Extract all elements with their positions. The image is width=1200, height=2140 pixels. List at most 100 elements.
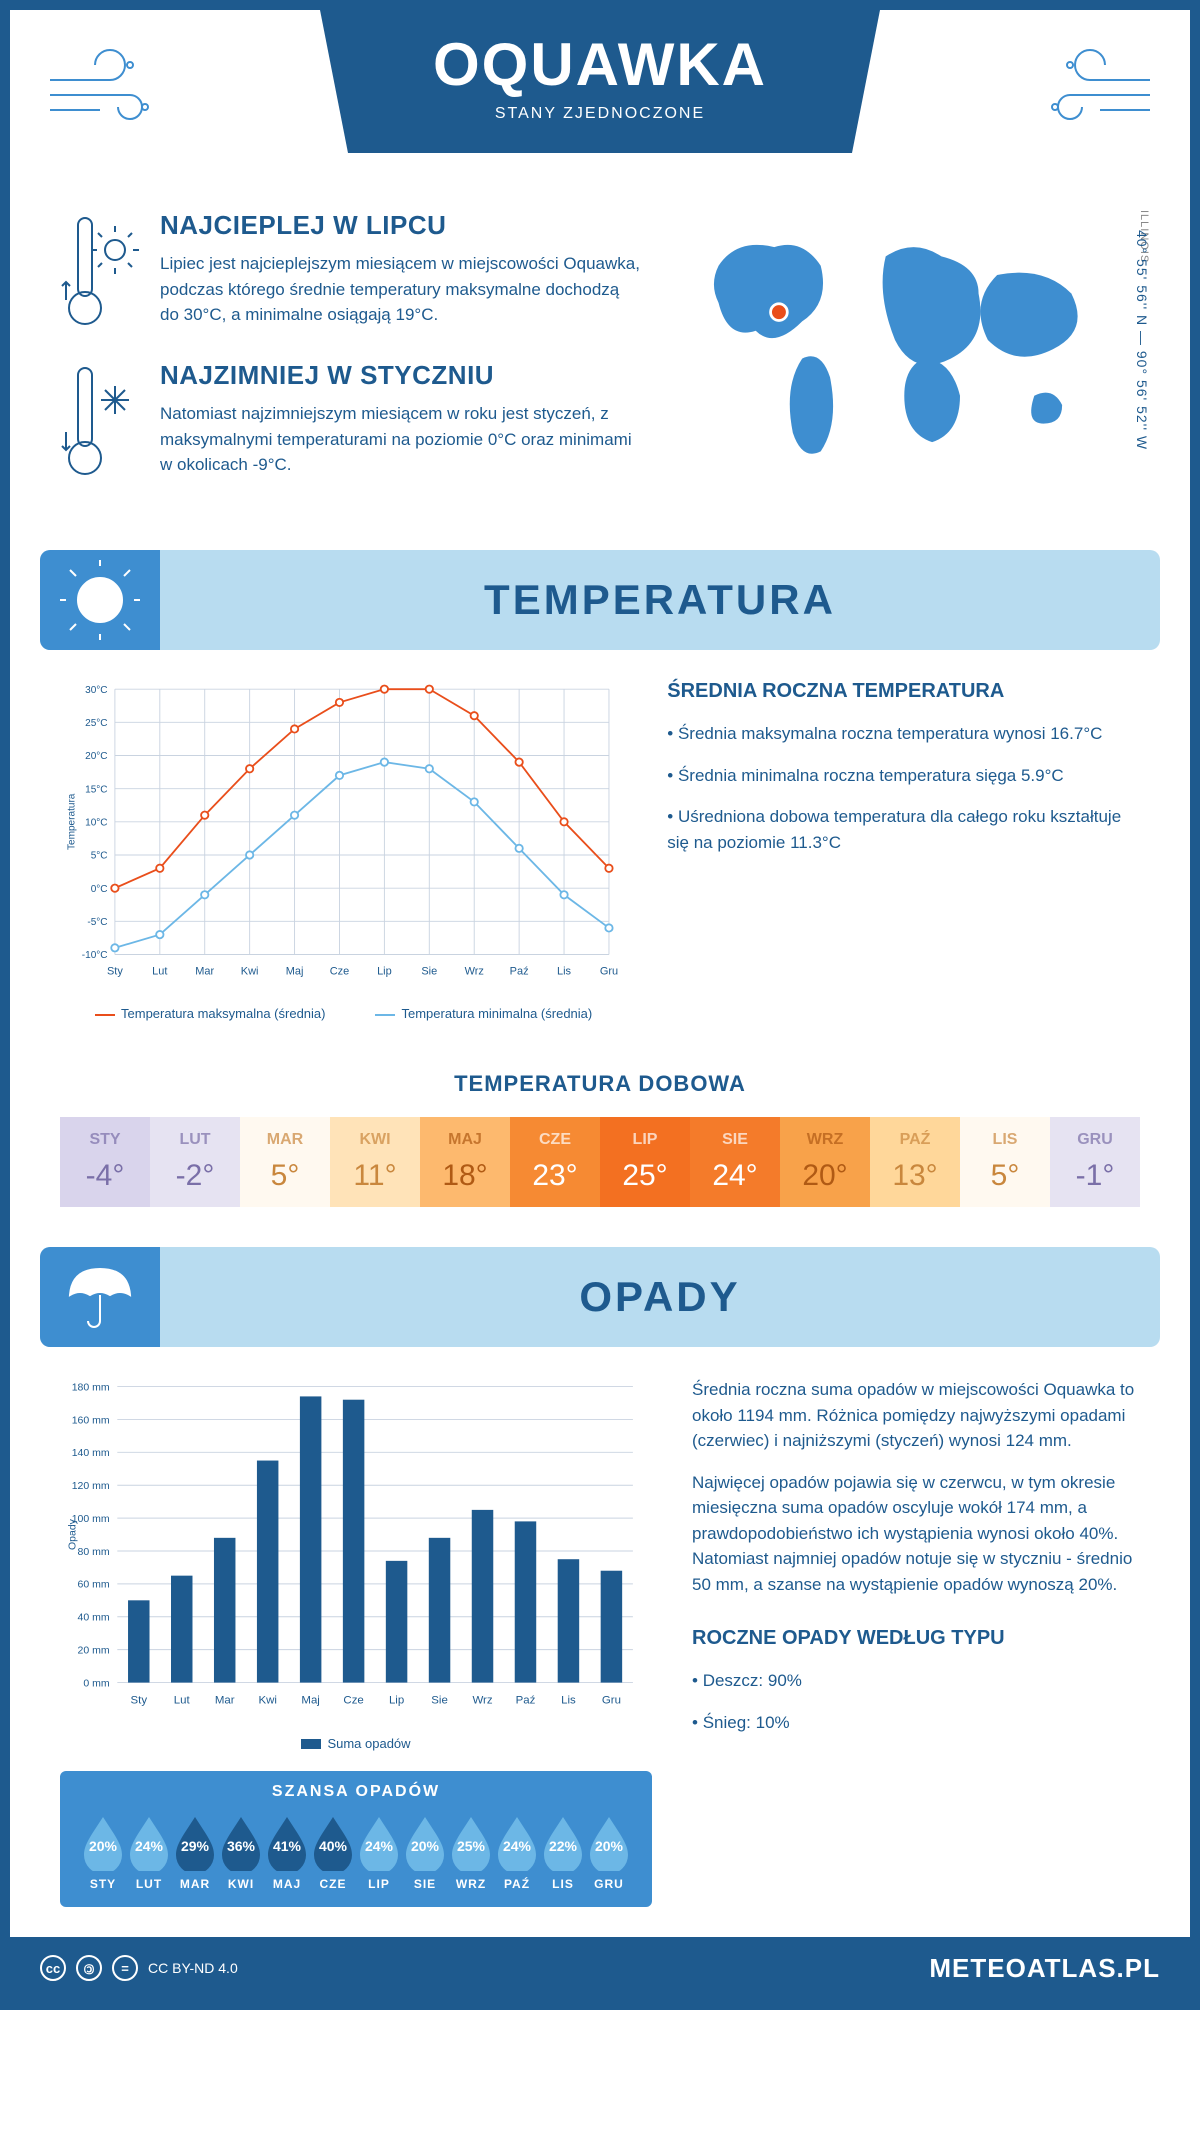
svg-text:20 mm: 20 mm xyxy=(78,1645,110,1657)
chance-month-label: STY xyxy=(80,1877,126,1891)
precipitation-chance-box: SZANSA OPADÓW 20% STY 24% LUT 29% MAR 36… xyxy=(60,1771,652,1907)
svg-text:Sty: Sty xyxy=(131,1695,148,1707)
chance-month-label: SIE xyxy=(402,1877,448,1891)
chance-month-label: CZE xyxy=(310,1877,356,1891)
svg-text:Sie: Sie xyxy=(431,1695,448,1707)
raindrop-icon: 29% xyxy=(172,1815,218,1871)
svg-text:Cze: Cze xyxy=(343,1695,363,1707)
daily-temp-table: STY-4°LUT-2°MAR5°KWI11°MAJ18°CZE23°LIP25… xyxy=(60,1117,1140,1207)
thermometer-hot-icon xyxy=(60,210,140,330)
precipitation-content: 0 mm20 mm40 mm60 mm80 mm100 mm120 mm140 … xyxy=(10,1347,1190,1937)
precipitation-bar-chart: 0 mm20 mm40 mm60 mm80 mm100 mm120 mm140 … xyxy=(60,1377,652,1721)
daily-temp-cell: STY-4° xyxy=(60,1117,150,1207)
chance-month-label: PAŹ xyxy=(494,1877,540,1891)
license-text: CC BY-ND 4.0 xyxy=(148,1960,238,1976)
svg-text:Paź: Paź xyxy=(510,966,529,978)
raindrop-icon: 20% xyxy=(80,1815,126,1871)
svg-text:Gru: Gru xyxy=(600,966,618,978)
svg-text:Maj: Maj xyxy=(286,966,304,978)
chance-item: 20% SIE xyxy=(402,1815,448,1891)
svg-text:Mar: Mar xyxy=(215,1695,235,1707)
raindrop-icon: 24% xyxy=(494,1815,540,1871)
daily-temp-value: 5° xyxy=(240,1159,330,1193)
chance-percent: 22% xyxy=(549,1838,577,1854)
coldest-text: Natomiast najzimniejszym miesiącem w rok… xyxy=(160,401,640,478)
chance-item: 22% LIS xyxy=(540,1815,586,1891)
daily-temp-cell: CZE23° xyxy=(510,1117,600,1207)
chance-percent: 41% xyxy=(273,1838,301,1854)
svg-text:180 mm: 180 mm xyxy=(72,1381,110,1393)
temperature-title: TEMPERATURA xyxy=(160,576,1160,624)
svg-text:Lis: Lis xyxy=(557,966,572,978)
chance-item: 29% MAR xyxy=(172,1815,218,1891)
annual-bullet: Średnia minimalna roczna temperatura się… xyxy=(667,763,1140,789)
raindrop-icon: 40% xyxy=(310,1815,356,1871)
chance-item: 41% MAJ xyxy=(264,1815,310,1891)
svg-text:Opady: Opady xyxy=(66,1518,78,1550)
chance-percent: 24% xyxy=(503,1838,531,1854)
svg-text:10°C: 10°C xyxy=(85,817,107,828)
raindrop-icon: 25% xyxy=(448,1815,494,1871)
coordinates: 40° 55' 56'' N — 90° 56' 52'' W xyxy=(1134,230,1150,450)
daily-temp-heading: TEMPERATURA DOBOWA xyxy=(10,1071,1190,1097)
raindrop-icon: 24% xyxy=(126,1815,172,1871)
svg-text:Wrz: Wrz xyxy=(472,1695,492,1707)
svg-text:Mar: Mar xyxy=(195,966,214,978)
daily-temp-cell: LIS5° xyxy=(960,1117,1050,1207)
svg-text:40 mm: 40 mm xyxy=(78,1612,110,1624)
daily-month-label: LIP xyxy=(600,1131,690,1149)
chance-percent: 20% xyxy=(595,1838,623,1854)
footer: cc 🄯 = CC BY-ND 4.0 METEOATLAS.PL xyxy=(10,1937,1190,2000)
chance-item: 25% WRZ xyxy=(448,1815,494,1891)
footer-license: cc 🄯 = CC BY-ND 4.0 xyxy=(40,1955,238,1981)
precipitation-text-column: Średnia roczna suma opadów w miejscowośc… xyxy=(692,1377,1140,1907)
svg-text:Sty: Sty xyxy=(107,966,123,978)
daily-temp-value: 11° xyxy=(330,1159,420,1193)
chance-month-label: MAJ xyxy=(264,1877,310,1891)
svg-text:Lut: Lut xyxy=(174,1695,191,1707)
daily-temp-cell: PAŹ13° xyxy=(870,1117,960,1207)
precipitation-section-header: OPADY xyxy=(40,1247,1160,1347)
chance-item: 40% CZE xyxy=(310,1815,356,1891)
precip-type-bullet: Deszcz: 90% xyxy=(692,1668,1140,1694)
svg-text:25°C: 25°C xyxy=(85,718,107,729)
world-map: ILLINOIS 40° 55' 56'' N — 90° 56' 52'' W xyxy=(680,210,1140,510)
svg-text:160 mm: 160 mm xyxy=(72,1414,110,1426)
legend-min-label: Temperatura minimalna (średnia) xyxy=(401,1006,592,1021)
chance-percent: 36% xyxy=(227,1838,255,1854)
warmest-text: Lipiec jest najcieplejszym miesiącem w m… xyxy=(160,251,640,328)
warmest-block: NAJCIEPLEJ W LIPCU Lipiec jest najcieple… xyxy=(60,210,640,330)
precip-para2: Najwięcej opadów pojawia się w czerwcu, … xyxy=(692,1470,1140,1598)
daily-temp-value: 18° xyxy=(420,1159,510,1193)
svg-text:Sie: Sie xyxy=(421,966,437,978)
svg-text:Kwi: Kwi xyxy=(258,1695,276,1707)
chance-month-label: LIS xyxy=(540,1877,586,1891)
chance-item: 20% GRU xyxy=(586,1815,632,1891)
daily-temp-cell: WRZ20° xyxy=(780,1117,870,1207)
svg-text:Lut: Lut xyxy=(152,966,167,978)
svg-text:Paź: Paź xyxy=(516,1695,536,1707)
chance-percent: 40% xyxy=(319,1838,347,1854)
svg-text:Cze: Cze xyxy=(330,966,350,978)
temperature-content: -10°C-5°C0°C5°C10°C15°C20°C25°C30°CStyLu… xyxy=(10,650,1190,1051)
annual-temperature-info: ŚREDNIA ROCZNA TEMPERATURA Średnia maksy… xyxy=(667,680,1140,1021)
svg-text:0 mm: 0 mm xyxy=(83,1677,110,1689)
daily-month-label: KWI xyxy=(330,1131,420,1149)
svg-text:15°C: 15°C xyxy=(85,784,107,795)
precipitation-title: OPADY xyxy=(160,1273,1160,1321)
svg-text:30°C: 30°C xyxy=(85,685,107,696)
wind-decoration-icon xyxy=(40,40,180,140)
precip-type-bullet: Śnieg: 10% xyxy=(692,1710,1140,1736)
daily-temp-value: -2° xyxy=(150,1159,240,1193)
raindrop-icon: 41% xyxy=(264,1815,310,1871)
precipitation-legend: Suma opadów xyxy=(60,1736,652,1751)
raindrop-icon: 36% xyxy=(218,1815,264,1871)
chance-item: 36% KWI xyxy=(218,1815,264,1891)
umbrella-icon xyxy=(40,1247,160,1347)
chance-month-label: WRZ xyxy=(448,1877,494,1891)
temperature-legend: Temperatura maksymalna (średnia) Tempera… xyxy=(60,1006,627,1021)
svg-text:-10°C: -10°C xyxy=(82,950,108,961)
daily-temp-value: -1° xyxy=(1050,1159,1140,1193)
chance-month-label: MAR xyxy=(172,1877,218,1891)
location-country: STANY ZJEDNOCZONE xyxy=(320,105,880,123)
